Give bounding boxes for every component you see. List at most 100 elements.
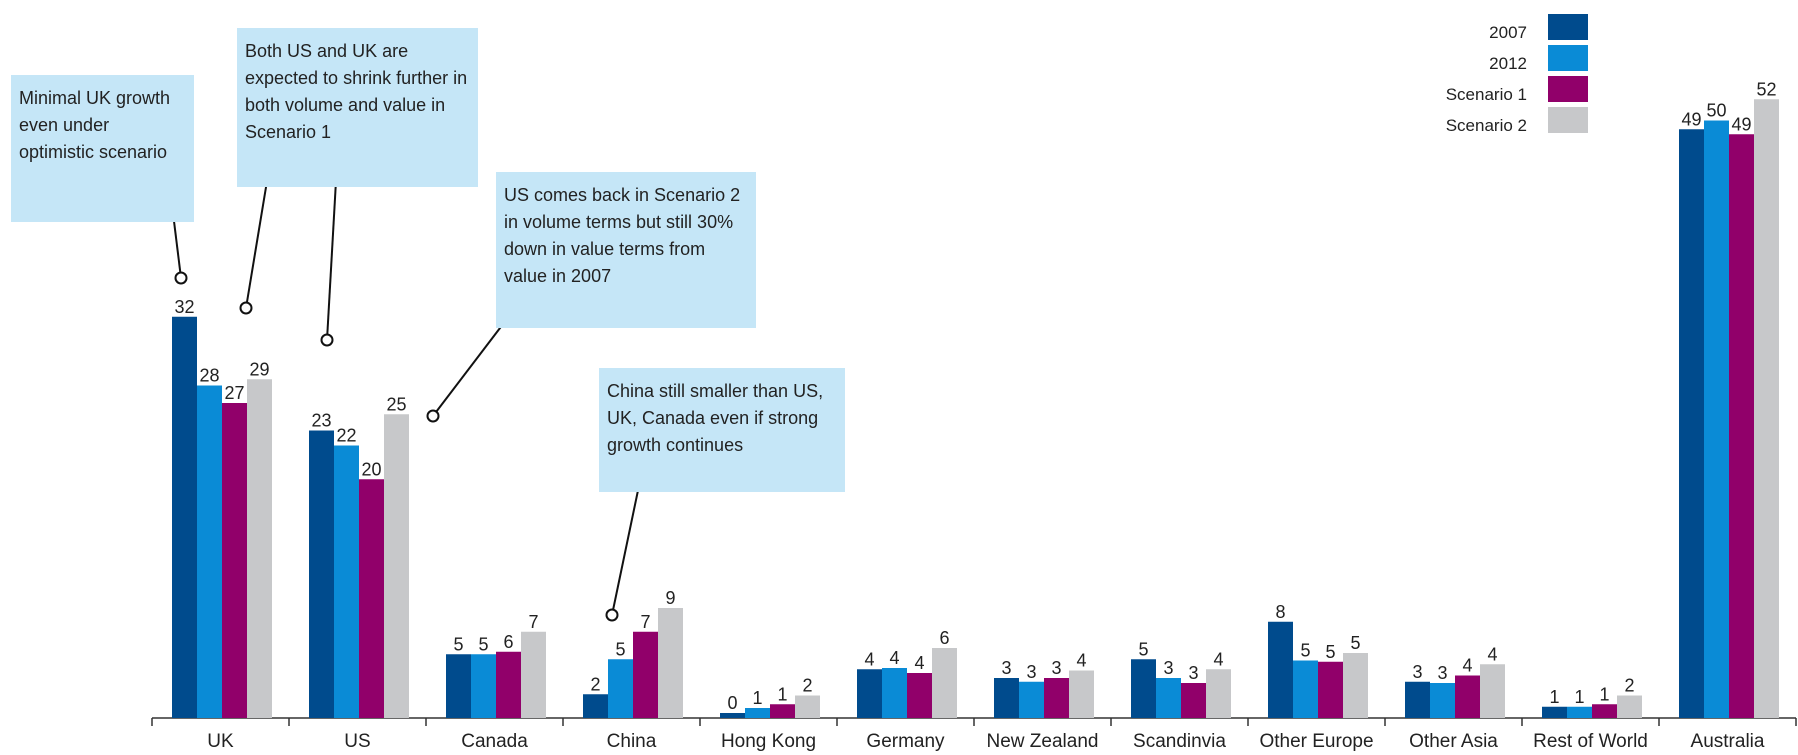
leader-line — [611, 475, 642, 616]
data-label: 2 — [590, 674, 600, 694]
data-label: 28 — [199, 366, 219, 386]
bar — [770, 704, 795, 718]
data-label: 5 — [478, 634, 488, 654]
data-label: 4 — [864, 649, 874, 669]
category-label: Other Asia — [1409, 731, 1498, 752]
data-label: 3 — [1437, 663, 1447, 683]
data-label: 5 — [1138, 639, 1148, 659]
bar — [795, 695, 820, 718]
bar — [1293, 660, 1318, 718]
data-label: 9 — [665, 588, 675, 608]
data-label: 0 — [727, 693, 737, 713]
bar — [882, 668, 907, 718]
data-label: 8 — [1275, 602, 1285, 622]
bar — [384, 414, 409, 718]
data-label: 1 — [777, 684, 787, 704]
category-label: Australia — [1691, 731, 1765, 752]
bar — [907, 673, 932, 718]
leader-end-ring — [174, 271, 188, 285]
category-label: Rest of World — [1533, 731, 1648, 752]
data-label: 3 — [1001, 658, 1011, 678]
data-label: 27 — [224, 383, 244, 403]
leader-end-ring — [605, 608, 619, 622]
bar — [857, 669, 882, 718]
category-label: China — [607, 731, 657, 752]
bar — [745, 708, 770, 718]
callout-us-uk: Both US and UK are expected to shrink fu… — [237, 28, 478, 187]
category-label: Other Europe — [1259, 731, 1373, 752]
bar — [1455, 675, 1480, 718]
data-label: 4 — [1462, 656, 1472, 676]
data-label: 1 — [1599, 684, 1609, 704]
data-label: 6 — [939, 628, 949, 648]
data-label: 3 — [1412, 662, 1422, 682]
bars — [172, 99, 1779, 718]
data-label: 32 — [174, 297, 194, 317]
bar — [1704, 120, 1729, 718]
data-label: 4 — [889, 648, 899, 668]
category-label: US — [344, 731, 370, 752]
data-label: 3 — [1163, 658, 1173, 678]
bar — [496, 651, 521, 718]
bar — [1181, 683, 1206, 718]
data-label: 3 — [1026, 662, 1036, 682]
leader-line — [245, 162, 271, 309]
callout-china: China still smaller than US, UK, Canada … — [599, 368, 845, 492]
category-label: UK — [207, 731, 234, 752]
bar — [1156, 678, 1181, 718]
data-label: 49 — [1681, 109, 1701, 129]
callout-us-scenario2: US comes back in Scenario 2 in volume te… — [496, 172, 756, 328]
category-label: Canada — [461, 731, 528, 752]
bar — [1592, 704, 1617, 718]
bar — [1679, 129, 1704, 718]
data-label: 3 — [1051, 658, 1061, 678]
bar — [334, 445, 359, 718]
data-label: 2 — [802, 676, 812, 696]
data-label: 6 — [503, 632, 513, 652]
bar — [583, 694, 608, 718]
bar — [222, 403, 247, 718]
legend-label: Scenario 2 — [1446, 116, 1527, 135]
bar — [471, 654, 496, 718]
leader-end-ring — [426, 409, 440, 423]
legend-label: Scenario 1 — [1446, 85, 1527, 104]
bar — [1206, 669, 1231, 718]
category-label: Germany — [866, 731, 945, 752]
data-label: 4 — [914, 653, 924, 673]
data-label: 4 — [1076, 651, 1086, 671]
bar — [1542, 706, 1567, 718]
data-label: 7 — [640, 612, 650, 632]
bar — [1405, 681, 1430, 718]
legend-swatch — [1548, 76, 1588, 102]
bar — [1480, 664, 1505, 718]
legend-swatch — [1548, 14, 1588, 40]
bar — [932, 648, 957, 718]
x-axis — [151, 717, 1797, 726]
bar — [720, 713, 745, 718]
callout-uk: Minimal UK growth even under optimistic … — [11, 75, 194, 222]
data-label: 5 — [1300, 641, 1310, 661]
data-label: 3 — [1188, 663, 1198, 683]
bar — [446, 654, 471, 718]
leader-end-ring — [320, 333, 334, 347]
legend: 2007 2012 Scenario 1 Scenario 2 — [1446, 14, 1588, 135]
bar — [1343, 653, 1368, 718]
bar — [1069, 670, 1094, 718]
data-label: 23 — [311, 411, 331, 431]
bar — [1044, 678, 1069, 718]
category-labels: UK US Canada China Hong Kong Germany New Zeala… — [207, 731, 1765, 752]
bar — [608, 659, 633, 718]
category-label: New Zealand — [987, 731, 1099, 752]
data-label: 5 — [615, 639, 625, 659]
data-label: 50 — [1706, 101, 1726, 121]
bar — [1430, 683, 1455, 718]
bar — [172, 316, 197, 718]
data-label: 1 — [752, 688, 762, 708]
data-label: 7 — [528, 612, 538, 632]
data-label: 20 — [361, 459, 381, 479]
bar — [197, 385, 222, 718]
bar — [1318, 661, 1343, 718]
data-label: 2 — [1624, 676, 1634, 696]
bar — [1019, 681, 1044, 718]
data-label: 5 — [1350, 633, 1360, 653]
